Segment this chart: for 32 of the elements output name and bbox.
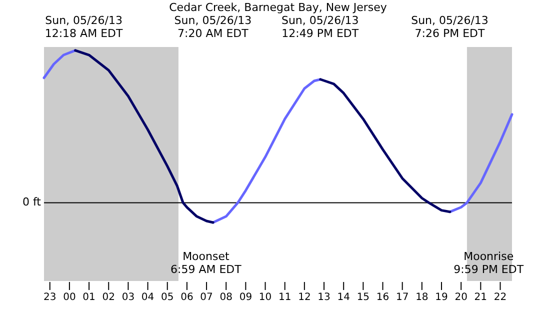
x-tick-label: 05 [160, 292, 174, 303]
x-tick-label: 08 [220, 292, 232, 303]
text: Sun, 05/26/13 12:49 PM EDT [281, 14, 359, 40]
text: Moonrise 9:59 PM EDT [454, 250, 524, 276]
x-tick-label: 20 [454, 292, 468, 303]
x-tick-label: 17 [396, 292, 409, 303]
x-tick-label: 13 [318, 292, 330, 303]
text: Sun, 05/26/13 7:26 PM EDT [411, 14, 488, 40]
ref-line-label: 0 ft [22, 196, 42, 209]
text: Sun, 05/26/13 12:18 AM EDT [44, 14, 123, 40]
text: Sun, 05/26/13 7:20 AM EDT [174, 14, 252, 40]
x-tick-label: 03 [122, 292, 135, 303]
x-tick-label: 06 [180, 292, 194, 303]
x-tick-label: 02 [102, 292, 115, 303]
x-tick-label: 14 [337, 292, 350, 303]
x-tick-label: 23 [44, 292, 56, 303]
chart-title: Cedar Creek, Barnegat Bay, New Jersey [169, 1, 388, 14]
x-tick-label: 10 [258, 292, 272, 303]
x-tick-label: 18 [416, 292, 428, 303]
text: Moonset 6:59 AM EDT [170, 250, 242, 276]
x-tick-label: 15 [356, 292, 370, 303]
x-tick-label: 22 [494, 292, 507, 303]
x-tick-label: 07 [200, 292, 213, 303]
x-tick-label: 00 [63, 292, 76, 303]
x-tick-label: 11 [278, 292, 292, 303]
x-tick-label: 12 [298, 292, 311, 303]
x-tick-label: 16 [376, 292, 390, 303]
x-tick-label: 19 [435, 292, 448, 303]
x-tick-label: 04 [141, 292, 154, 303]
x-tick-label: 01 [82, 292, 96, 303]
x-tick-label: 21 [474, 292, 488, 303]
x-tick-label: 09 [239, 292, 252, 303]
